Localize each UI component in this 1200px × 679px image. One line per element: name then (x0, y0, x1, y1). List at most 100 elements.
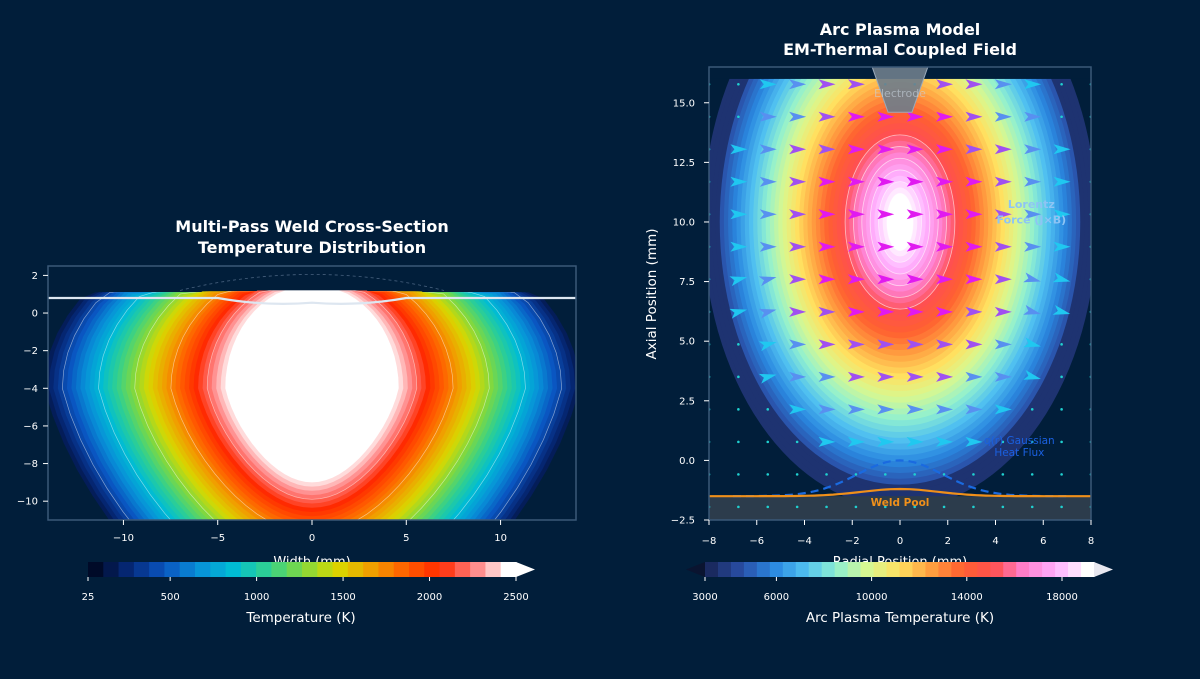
lorentz-force-arrow (818, 306, 836, 317)
weld-temperature-contours (48, 274, 576, 520)
lorentz-force-arrow (994, 339, 1012, 350)
lorentz-force-arrow (789, 79, 807, 90)
lorentz-force-arrow (847, 176, 865, 187)
lorentz-force-arrow (1024, 111, 1042, 122)
colorbar-segment (782, 562, 797, 577)
quiver-dot (825, 505, 828, 509)
lorentz-force-arrow (729, 308, 748, 319)
quiver-dot (972, 505, 975, 509)
lorentz-force-arrow (818, 404, 836, 415)
colorbar-tick-label: 2500 (503, 592, 528, 603)
lorentz-force-arrow (936, 79, 954, 90)
lorentz-force-arrow (965, 176, 983, 187)
y-tick-label: 15.0 (673, 98, 695, 109)
lorentz-force-arrow (759, 79, 777, 90)
electrode-label: Electrode (874, 87, 926, 100)
lorentz-force-arrow (906, 306, 924, 317)
lorentz-force-arrow (789, 241, 807, 252)
colorbar-segment (795, 562, 810, 577)
lorentz-force-arrow (789, 111, 807, 122)
colorbar-tick-label: 10000 (856, 592, 888, 603)
colorbar-segment (964, 562, 978, 577)
colorbar-segment (164, 562, 181, 577)
colorbar-extend-max-arrow (516, 562, 535, 577)
quiver-dot (1001, 440, 1005, 444)
lorentz-force-arrow (818, 274, 836, 285)
lorentz-force-arrow (789, 404, 807, 415)
arc-chart: Arc Plasma Model EM-Thermal Coupled Fiel… (644, 20, 1113, 626)
lorentz-force-arrow (847, 111, 865, 122)
colorbar-segment (860, 562, 875, 577)
quiver-dot (737, 115, 740, 119)
lorentz-force-arrow (877, 209, 895, 220)
colorbar-segment (347, 562, 364, 577)
lorentz-force-arrow (847, 371, 865, 382)
quiver-dot (942, 473, 946, 476)
colorbar-segment (317, 562, 334, 577)
x-tick-label: 4 (992, 536, 998, 547)
lorentz-force-arrow (729, 276, 748, 287)
heat-flux-label-line1: q(r) Gaussian (984, 435, 1055, 447)
quiver-dot (737, 440, 740, 444)
x-tick-label: 10 (494, 533, 507, 544)
lorentz-force-arrow (994, 306, 1012, 317)
colorbar-tick-label: 500 (161, 592, 180, 603)
quiver-dot (1060, 82, 1063, 86)
lorentz-force-arrow (994, 274, 1012, 285)
colorbar-segment (409, 562, 425, 577)
lorentz-force-arrow (730, 144, 748, 155)
x-tick-label: −2 (845, 536, 860, 547)
weld-colorbar-label: Temperature (K) (245, 610, 355, 626)
lorentz-force-arrow (1052, 272, 1071, 283)
weld-colorbar: 25 500 1000 1500 2000 2500 (82, 562, 535, 603)
y-tick-label: −6 (23, 421, 38, 432)
quiver-dot (737, 505, 740, 509)
quiver-dot (1030, 408, 1034, 411)
colorbar-segment (873, 562, 888, 577)
weld-bead-outline (179, 274, 445, 291)
quiver-dot (1060, 343, 1063, 346)
base-plate (709, 496, 1091, 520)
quiver-dot (1060, 408, 1063, 411)
colorbar-segment (1068, 562, 1082, 577)
lorentz-force-arrow (789, 176, 807, 187)
lorentz-force-arrow (758, 373, 777, 384)
quiver-dot (883, 473, 887, 476)
colorbar-segment (225, 562, 242, 577)
quiver-dot (942, 505, 946, 509)
lorentz-force-arrow (818, 176, 836, 187)
colorbar-segment (1016, 562, 1030, 577)
colorbar-segment (912, 562, 927, 577)
weld-axis-ticks: −10 −5 0 5 10 2 0 −2 −4 −6 −8 −10 (17, 271, 507, 544)
lorentz-force-arrow (965, 371, 983, 382)
heat-flux-curve (732, 459, 1068, 498)
colorbar-segment (378, 562, 395, 577)
quiver-dot (1001, 505, 1005, 509)
colorbar-segment (886, 562, 901, 577)
lorentz-force-arrow (936, 404, 954, 415)
quiver-dot (1030, 505, 1034, 509)
y-tick-label: −2 (23, 346, 38, 357)
arc-temperature-level-44 (886, 192, 914, 251)
lorentz-force-arrow (877, 111, 895, 122)
lorentz-force-arrow (759, 111, 777, 122)
lorentz-force-arrow (936, 436, 954, 447)
colorbar-tick-label: 25 (82, 592, 95, 603)
lorentz-force-arrow (877, 306, 895, 317)
colorbar-segment (470, 562, 487, 577)
colorbar-segment (302, 562, 318, 577)
lorentz-force-arrow (994, 111, 1012, 122)
lorentz-force-arrow (965, 209, 983, 220)
quiver-dot (766, 505, 770, 509)
lorentz-force-arrow (758, 308, 777, 319)
quiver-dot (913, 505, 916, 509)
y-tick-label: −8 (23, 459, 38, 470)
lorentz-force-arrow (818, 436, 836, 447)
lorentz-force-arrow (789, 209, 807, 220)
quiver-dot (1060, 440, 1063, 444)
lorentz-force-arrow (936, 144, 954, 155)
lorentz-force-arrow (759, 209, 777, 220)
weld-pool-curve (709, 487, 1091, 498)
lorentz-force-arrow (847, 436, 865, 447)
